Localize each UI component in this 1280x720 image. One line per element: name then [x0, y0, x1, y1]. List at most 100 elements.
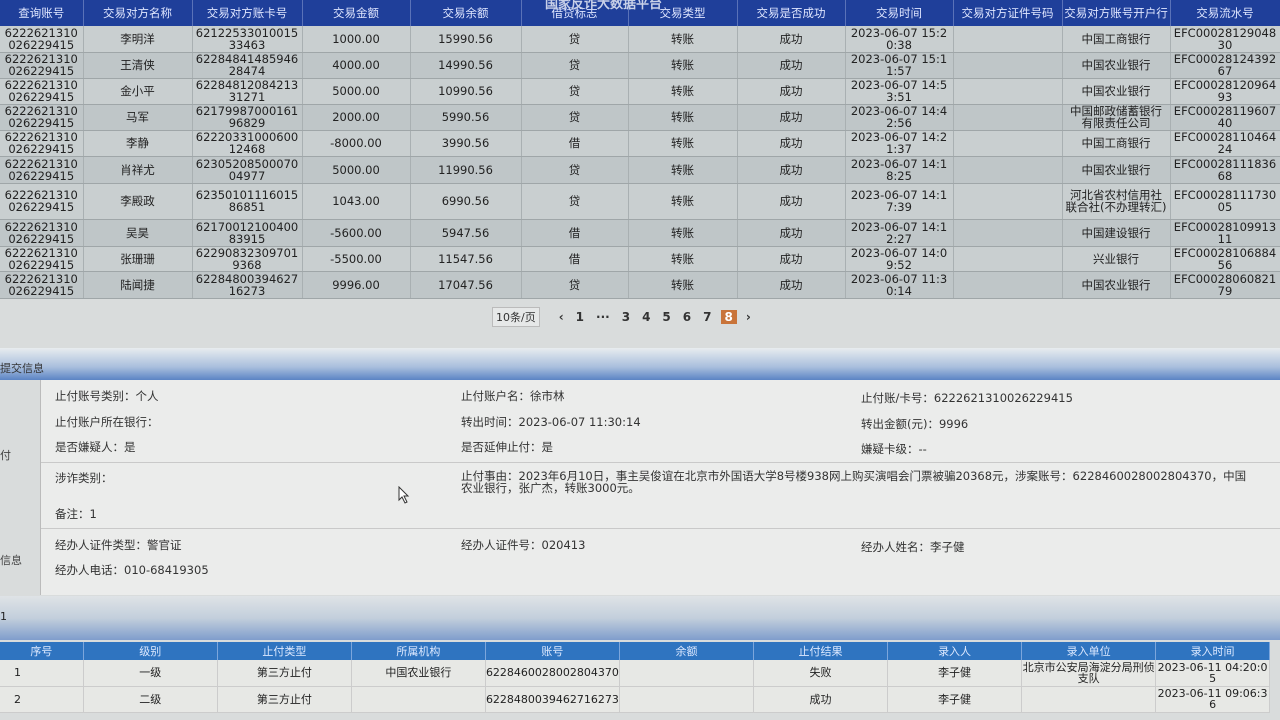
table-row[interactable]: 6222621310026229415 张珊珊 622908323097019368…: [0, 246, 1280, 272]
column-header[interactable]: 交易时间: [845, 0, 954, 26]
table-cell: 河北省农村信用社联合社(不办理转汇): [1062, 183, 1171, 220]
table-row[interactable]: 6222621310026229415 李明洋 621225330100153346…: [0, 26, 1280, 53]
section-header-submit: 提交信息: [0, 348, 1280, 380]
table-cell: 转账: [628, 183, 738, 220]
table-cell: 王清侠: [83, 52, 193, 79]
table-cell: 6228460028002804370: [485, 660, 620, 687]
table-cell: 2023-06-07 14:18:25: [845, 156, 954, 184]
table-cell: 张珊珊: [83, 246, 193, 272]
table-cell: 李明洋: [83, 26, 193, 53]
table-row[interactable]: 1 一级 第三方止付 中国农业银行 6228460028002804370 失败 李子健 北京…: [0, 660, 1270, 687]
pagination: 10条/页 ‹ 1 ··· 3 4 5 6 7 8 ›: [492, 307, 754, 327]
page-button[interactable]: 5: [662, 310, 671, 324]
table-cell: 成功: [737, 52, 846, 79]
table-cell: 成功: [737, 246, 846, 272]
table-row[interactable]: 6222621310026229415 陆闻捷 622848003946271627…: [0, 271, 1280, 299]
column-header[interactable]: 交易对方账号开户行: [1062, 0, 1171, 26]
table-cell: 6222621310026229415: [0, 271, 84, 299]
table-cell: 李子健: [887, 686, 1023, 713]
table-cell: 2000.00: [302, 104, 411, 131]
table-cell: [953, 26, 1063, 53]
table-cell: 成功: [753, 686, 889, 713]
page-button[interactable]: 6: [682, 310, 692, 324]
mouse-cursor-icon: [398, 486, 410, 504]
table-cell: 2023-06-07 15:11:57: [845, 52, 954, 79]
table-row[interactable]: 2 二级 第三方止付 6228480039462716273 成功 李子健 2023-06-…: [0, 686, 1270, 713]
table-cell: 吴昊: [83, 219, 193, 247]
table-cell: 成功: [737, 104, 846, 131]
column-header[interactable]: 交易余额: [410, 0, 522, 26]
table-cell: 成功: [737, 271, 846, 299]
column-header[interactable]: 交易金额: [302, 0, 411, 26]
table-cell: EFC0002806082179: [1170, 271, 1280, 299]
table-row[interactable]: 6222621310026229415 吴昊 6217001210040083915…: [0, 219, 1280, 247]
table-cell: 5000.00: [302, 78, 411, 105]
table-cell: 6222621310026229415: [0, 130, 84, 157]
table-cell: 6222621310026229415: [0, 52, 84, 79]
acct-name: 止付账户名：徐市林: [461, 389, 565, 403]
table-cell: EFC0002811960740: [1170, 104, 1280, 131]
table-cell: 3990.56: [410, 130, 522, 157]
acct-type: 止付账号类别：个人: [55, 389, 159, 403]
officer-phone: 经办人电话：010-68419305: [55, 563, 209, 577]
table-cell: EFC0002811173005: [1170, 183, 1280, 220]
page-button[interactable]: 3: [621, 310, 631, 324]
table-row[interactable]: 6222621310026229415 肖祥尤 623052085000700497…: [0, 156, 1280, 184]
column-header[interactable]: 借贷标志: [521, 0, 629, 26]
column-header[interactable]: 查询账号: [0, 0, 84, 26]
page-button[interactable]: 7: [703, 310, 712, 324]
next-page-button[interactable]: ›: [745, 310, 751, 324]
table-cell: 二级: [83, 686, 218, 713]
table-cell: 成功: [737, 219, 846, 247]
table-row[interactable]: 6222621310026229415 马军 6217998700016196829…: [0, 104, 1280, 131]
page-size-select[interactable]: 10条/页: [492, 307, 540, 327]
table-cell: 2023-06-07 11:30:14: [845, 271, 954, 299]
column-header[interactable]: 交易对方名称: [83, 0, 193, 26]
table-cell: 622908323097019368: [192, 246, 303, 272]
table-cell: 2023-06-07 14:12:27: [845, 219, 954, 247]
table-cell: 中国农业银行: [1062, 52, 1171, 79]
table-cell: EFC0002812096493: [1170, 78, 1280, 105]
table-row[interactable]: 6222621310026229415 金小平 622848120842133127…: [0, 78, 1280, 105]
section-title: 提交信息: [0, 362, 44, 375]
out-amount: 转出金额(元)：9996: [861, 417, 969, 431]
column-header[interactable]: 交易是否成功: [737, 0, 846, 26]
column-header: 录入单位: [1021, 642, 1157, 660]
watermark-title: 国家反诈大数据平台: [545, 0, 663, 12]
table-row[interactable]: 6222621310026229415 李静 6222033100060012468…: [0, 130, 1280, 157]
column-header[interactable]: 交易对方账卡号: [192, 0, 303, 26]
table-row[interactable]: 6222621310026229415 李殿政 623501011160158685…: [0, 183, 1280, 220]
column-header[interactable]: 交易类型: [628, 0, 738, 26]
page-button[interactable]: 8: [720, 310, 737, 324]
table-cell: 贷: [521, 26, 629, 53]
out-time: 转出时间：2023-06-07 11:30:14: [461, 415, 641, 429]
table-cell: 2023-06-11 09:06:36: [1155, 686, 1270, 713]
table-cell: 成功: [737, 78, 846, 105]
table-cell: 中国邮政储蓄银行有限责任公司: [1062, 104, 1171, 131]
table-cell: 成功: [737, 130, 846, 157]
table-cell: EFC0002811183668: [1170, 156, 1280, 184]
table-cell: 陆闻捷: [83, 271, 193, 299]
acct-bank: 止付账户所在银行：: [55, 415, 159, 429]
table-cell: 6228480039462716273: [485, 686, 620, 713]
table-row[interactable]: 6222621310026229415 王清侠 622848414859462847…: [0, 52, 1280, 79]
table-cell: 2023-06-11 04:20:05: [1155, 660, 1270, 687]
page-button[interactable]: 1: [575, 310, 585, 324]
column-header: 余额: [619, 642, 755, 660]
table-cell: [953, 183, 1063, 220]
table-cell: 金小平: [83, 78, 193, 105]
table-cell: 10990.56: [410, 78, 522, 105]
table-cell: 第三方止付: [217, 660, 352, 687]
column-header: 级别: [83, 642, 218, 660]
table-cell: 借: [521, 219, 629, 247]
table-cell: -8000.00: [302, 130, 411, 157]
table-cell: [351, 686, 486, 713]
column-header[interactable]: 交易流水号: [1170, 0, 1280, 26]
table-cell: 9996.00: [302, 271, 411, 299]
table-cell: [953, 219, 1063, 247]
prev-page-button[interactable]: ‹: [558, 310, 564, 324]
page-button[interactable]: 4: [642, 310, 651, 324]
column-header[interactable]: 交易对方证件号码: [953, 0, 1063, 26]
table-cell: 2023-06-07 14:09:52: [845, 246, 954, 272]
table-cell: [953, 78, 1063, 105]
